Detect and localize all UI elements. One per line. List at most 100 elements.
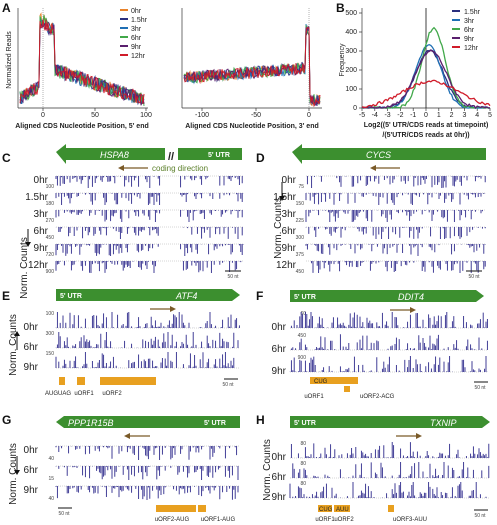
panel-b-xtick-label: -1 bbox=[410, 112, 416, 119]
panel-f-scale: 50 nt bbox=[474, 385, 486, 391]
panel-e-orf-augag: AUGUAG bbox=[45, 391, 71, 397]
row-label: 6hr bbox=[272, 344, 287, 355]
row-ymax: 80 bbox=[300, 441, 306, 447]
panel-c-gene-arrow bbox=[56, 144, 165, 164]
panel-c-letter: C bbox=[2, 151, 11, 165]
row-label: 9hr bbox=[34, 243, 49, 254]
panel-d-scale: 50 nt bbox=[468, 274, 480, 280]
panel-h: H 5' UTR TXNIP 0hr 80 6hr 80 9hr 80 Norm. Cou… bbox=[256, 413, 490, 523]
panel-d-gene-label: CYCS bbox=[366, 150, 391, 160]
panel-b: B Frequency 0 100 200 300 400 500 -5 -4 -3 -2 -1 0… bbox=[336, 1, 492, 139]
panel-b-curve bbox=[361, 79, 491, 109]
row-label: 12hr bbox=[276, 260, 297, 271]
panel-e-direction-arrow bbox=[170, 306, 176, 312]
panel-e: E 5' UTR ATF4 0hr 100 6hr 300 9hr 150 Norm. C… bbox=[2, 289, 240, 397]
row-label: 0hr bbox=[24, 445, 39, 456]
row-ymax: 40 bbox=[48, 456, 54, 462]
row-ymax: 80 bbox=[300, 481, 306, 487]
row-ymax: 900 bbox=[298, 355, 307, 361]
panel-b-xtick-label: 2 bbox=[450, 112, 454, 119]
panel-h-orf-uorf2: uORF2 bbox=[334, 517, 354, 523]
panel-f-orf-cug: CUG bbox=[314, 379, 328, 385]
row-signal bbox=[305, 227, 486, 239]
panel-h-scale: 50 nt bbox=[474, 513, 486, 519]
panel-a-legend: 0hr 1.5hr 3hr 6hr 9hr 12hr bbox=[120, 8, 148, 60]
row-ymax: 720 bbox=[46, 252, 55, 258]
panel-h-orf-cug: CUG bbox=[319, 507, 333, 513]
row-signal bbox=[55, 210, 243, 222]
row-label: 1.5hr bbox=[273, 192, 296, 203]
panel-f-direction-arrow bbox=[410, 307, 416, 313]
row-signal bbox=[55, 466, 239, 480]
row-ymax: 450 bbox=[296, 269, 305, 275]
panel-a-legend-label: 3hr bbox=[131, 26, 142, 33]
row-ymax: 300 bbox=[46, 331, 55, 337]
panel-b-xtick-label: -4 bbox=[372, 112, 378, 119]
row-signal bbox=[305, 244, 486, 256]
panel-e-ylabel: Norm. Counts bbox=[8, 314, 19, 376]
row-ymax: 450 bbox=[46, 235, 55, 241]
panel-h-orf-uorf3: uORF3-AUU bbox=[393, 517, 427, 523]
panel-f-orf-uorf1: uORF1 bbox=[304, 394, 324, 400]
panel-b-xtick-label: 1 bbox=[437, 112, 441, 119]
panel-a-left-tick-0: 0 bbox=[41, 112, 45, 119]
panel-e-gene-label: ATF4 bbox=[175, 291, 197, 301]
panel-e-scale: 50 nt bbox=[222, 382, 234, 388]
panel-a-left-trace bbox=[19, 22, 145, 106]
panel-b-xlabel-1: Log2((5' UTR/CDS reads at timepoint) bbox=[364, 122, 489, 129]
row-signal bbox=[55, 261, 242, 273]
panel-a-right-tick-m100: -100 bbox=[195, 112, 209, 119]
row-signal bbox=[55, 352, 235, 368]
row-label: 3hr bbox=[34, 209, 49, 220]
panel-g-letter: G bbox=[2, 413, 11, 427]
panel-b-ytick-label: 500 bbox=[345, 10, 357, 17]
panel-b-legend-label: 3hr bbox=[464, 18, 475, 25]
panel-c-arrow-head bbox=[118, 165, 124, 171]
panel-f-orf-uorf2: uORF2-ACG bbox=[360, 394, 395, 400]
row-ymax: 100 bbox=[46, 184, 55, 190]
panel-b-xtick-label: 3 bbox=[462, 112, 466, 119]
row-label: 6hr bbox=[272, 472, 287, 483]
row-signal bbox=[289, 482, 487, 498]
panel-b-ytick-label: 300 bbox=[345, 48, 357, 55]
panel-f-gene-label: DDIT4 bbox=[398, 292, 424, 302]
row-label: 0hr bbox=[272, 452, 287, 463]
row-ymax: 60 bbox=[300, 311, 306, 317]
panel-b-ytick-label: 100 bbox=[345, 86, 357, 93]
panel-g-utr-box bbox=[160, 416, 240, 428]
row-label: 6hr bbox=[34, 226, 49, 237]
row-ymax: 150 bbox=[46, 351, 55, 357]
row-signal bbox=[55, 193, 245, 205]
row-signal bbox=[55, 486, 239, 500]
panel-e-letter: E bbox=[2, 289, 10, 303]
panel-a-right-tick-0: 0 bbox=[307, 112, 311, 119]
row-label: 6hr bbox=[24, 342, 39, 353]
panel-b-xtick-label: 5 bbox=[488, 112, 492, 119]
row-label: 3hr bbox=[282, 209, 297, 220]
panel-a-right-trace bbox=[183, 26, 321, 108]
panel-b-xticks: -5 -4 -3 -2 -1 0 1 2 3 4 5 bbox=[359, 108, 492, 119]
row-signal bbox=[55, 332, 239, 348]
panel-c-break-mark: // bbox=[168, 151, 174, 163]
panel-c-scale: 50 nt bbox=[227, 274, 239, 280]
panel-a-right-xlabel: Aligned CDS Nucleotide Position, 3' end bbox=[185, 123, 319, 130]
panel-g-orf-uorf1: uORF1-AUG bbox=[201, 517, 236, 523]
panel-e-utr-label: 5' UTR bbox=[60, 293, 82, 300]
row-signal bbox=[55, 176, 243, 188]
panel-a-left-tick-100: 100 bbox=[140, 112, 152, 119]
row-signal bbox=[306, 176, 486, 188]
panel-g-scale: 50 nt bbox=[58, 511, 70, 517]
row-signal bbox=[290, 312, 488, 328]
panel-h-gene-arrow bbox=[388, 416, 490, 428]
panel-e-orf-uorf2: uORF2 bbox=[102, 391, 122, 397]
panel-a: A Normalized Reads 0 50 100 Aligned CDS … bbox=[2, 1, 322, 130]
row-label: 9hr bbox=[272, 492, 287, 503]
panel-b-ytick-label: 200 bbox=[345, 67, 357, 74]
panel-a-legend-label: 12hr bbox=[131, 53, 146, 60]
panel-b-yticks: 0 100 200 300 400 500 bbox=[345, 10, 362, 112]
panel-f-utr-box bbox=[290, 290, 390, 302]
panel-a-ylabel: Normalized Reads bbox=[6, 31, 13, 89]
row-signal bbox=[290, 442, 490, 458]
